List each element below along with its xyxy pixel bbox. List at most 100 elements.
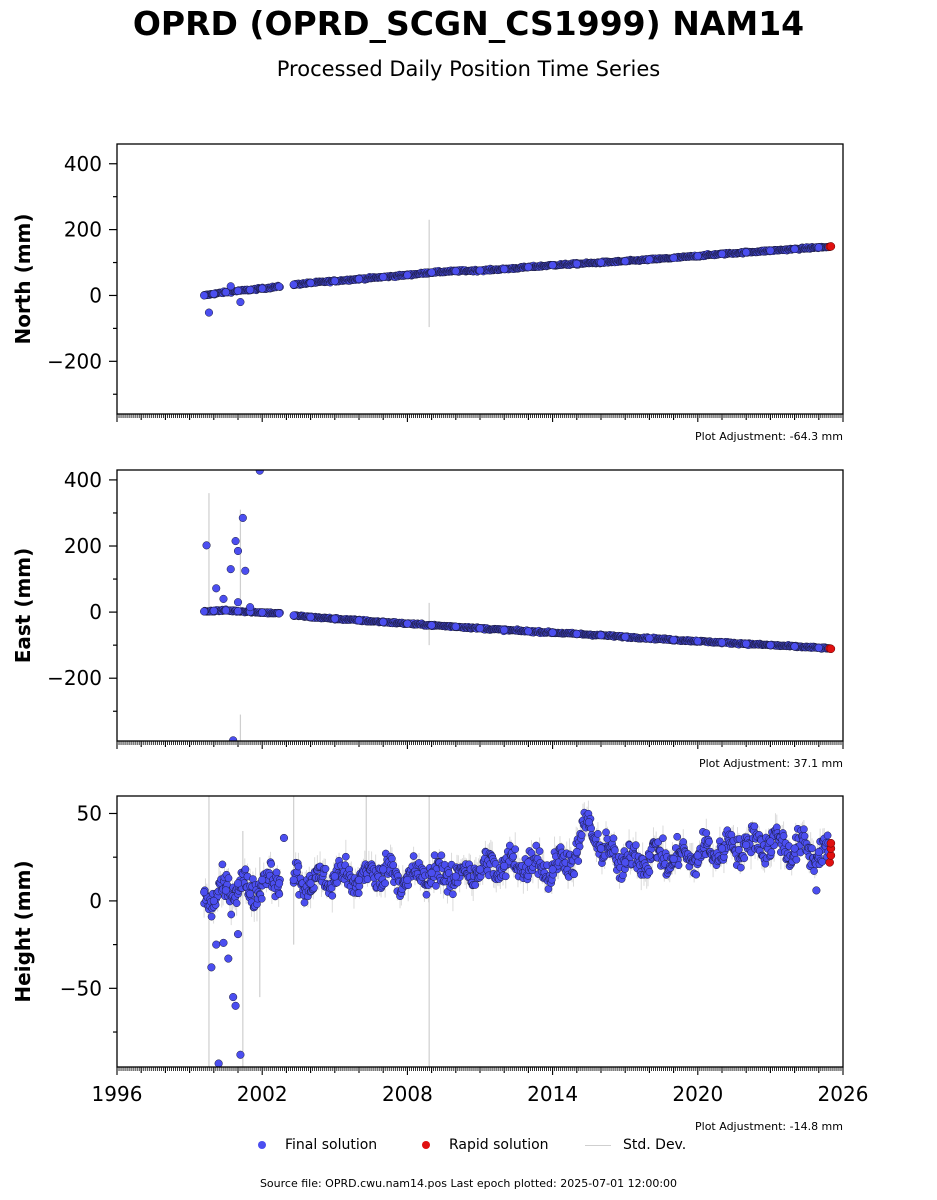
final-anchor-point xyxy=(669,253,678,262)
final-anchor-point xyxy=(572,847,581,856)
final-anchor-point xyxy=(717,249,727,259)
final-anchor-point xyxy=(379,272,388,282)
final-anchor-point xyxy=(645,851,654,860)
final-anchor-point xyxy=(742,248,751,257)
final-anchor-point xyxy=(221,886,230,895)
final-point xyxy=(779,832,788,840)
final-anchor-point xyxy=(742,840,751,850)
rapid-point xyxy=(826,838,836,848)
final-point xyxy=(535,847,544,856)
final-anchor-point xyxy=(330,276,339,286)
final-anchor-point xyxy=(233,607,243,616)
final-anchor-point xyxy=(742,639,751,648)
final-outlier-point xyxy=(812,886,821,895)
y-tick-label: −50 xyxy=(60,976,102,1000)
final-anchor-point xyxy=(621,858,630,867)
final-anchor-point xyxy=(548,628,557,637)
final-point xyxy=(388,854,396,863)
final-outlier-point xyxy=(233,546,243,556)
final-outlier-point xyxy=(255,470,264,475)
final-outlier-point xyxy=(224,954,233,963)
final-anchor-point xyxy=(814,847,823,856)
final-anchor-point xyxy=(572,259,581,268)
final-anchor-point xyxy=(693,851,702,860)
final-point xyxy=(692,870,701,879)
final-anchor-point xyxy=(693,637,702,646)
plot-adjustment-label: Plot Adjustment: 37.1 mm xyxy=(699,757,843,770)
y-tick-label: 200 xyxy=(64,534,102,558)
final-anchor-point xyxy=(403,619,412,628)
plot-area-1 xyxy=(200,470,836,741)
final-anchor-point xyxy=(548,865,557,874)
y-axis-label: North (mm) xyxy=(11,213,35,344)
final-point xyxy=(792,855,801,864)
final-point xyxy=(432,881,440,890)
final-point xyxy=(275,890,284,898)
final-anchor-point xyxy=(790,642,799,651)
final-anchor-point xyxy=(596,844,606,853)
final-anchor-point xyxy=(403,270,412,280)
final-anchor-point xyxy=(221,606,230,615)
final-point xyxy=(631,841,640,849)
final-solution-points xyxy=(200,808,833,1067)
final-anchor-point xyxy=(717,844,727,853)
final-anchor-point xyxy=(258,284,267,293)
plot-area-0 xyxy=(200,219,836,328)
final-point xyxy=(740,854,749,863)
final-outlier-point xyxy=(219,938,228,947)
final-point xyxy=(659,834,667,843)
final-point xyxy=(501,872,510,881)
final-point xyxy=(241,865,250,874)
final-anchor-point xyxy=(596,631,606,640)
final-point xyxy=(437,851,446,860)
final-point xyxy=(227,910,236,919)
final-anchor-point xyxy=(306,879,315,888)
final-outlier-point xyxy=(236,297,245,307)
final-anchor-point xyxy=(209,289,218,298)
final-point xyxy=(449,890,457,899)
final-outlier-point xyxy=(241,566,250,575)
final-anchor-point xyxy=(209,896,218,905)
final-outlier-point xyxy=(231,1001,240,1010)
final-point xyxy=(354,889,363,898)
final-point xyxy=(750,822,759,831)
final-anchor-point xyxy=(766,837,775,846)
final-anchor-point xyxy=(645,634,654,643)
final-point xyxy=(674,861,683,870)
final-point xyxy=(511,845,520,854)
final-point xyxy=(294,862,303,871)
final-anchor-point xyxy=(790,844,799,853)
final-anchor-point xyxy=(233,286,243,295)
final-anchor-point xyxy=(289,875,298,884)
plot-frame-0 xyxy=(116,143,844,415)
final-anchor-point xyxy=(306,613,315,622)
final-point xyxy=(409,852,418,860)
final-point xyxy=(430,851,439,860)
plot-adjustment-label: Plot Adjustment: -64.3 mm xyxy=(695,430,843,443)
final-point xyxy=(767,848,776,856)
y-tick-label: −200 xyxy=(47,666,102,690)
final-point xyxy=(823,831,832,840)
final-anchor-point xyxy=(766,641,775,650)
final-anchor-point xyxy=(451,622,460,631)
final-point xyxy=(207,912,216,921)
final-anchor-point xyxy=(246,889,255,898)
final-anchor-point xyxy=(258,875,267,884)
final-outlier-point xyxy=(229,736,238,741)
final-anchor-point xyxy=(275,609,284,618)
final-outlier-point xyxy=(226,282,235,291)
final-outlier-point xyxy=(279,833,289,843)
rapid-solution-points xyxy=(825,242,836,251)
final-anchor-point xyxy=(621,632,630,641)
y-tick-label: 0 xyxy=(89,889,102,913)
final-point xyxy=(389,861,398,869)
final-anchor-point xyxy=(814,243,823,252)
y-tick-label: 0 xyxy=(89,283,102,307)
final-point xyxy=(800,825,808,834)
final-anchor-point xyxy=(524,263,533,272)
final-anchor-point xyxy=(275,282,284,291)
final-anchor-point xyxy=(548,261,557,270)
y-tick-label: 400 xyxy=(64,468,102,492)
final-point xyxy=(341,852,350,861)
